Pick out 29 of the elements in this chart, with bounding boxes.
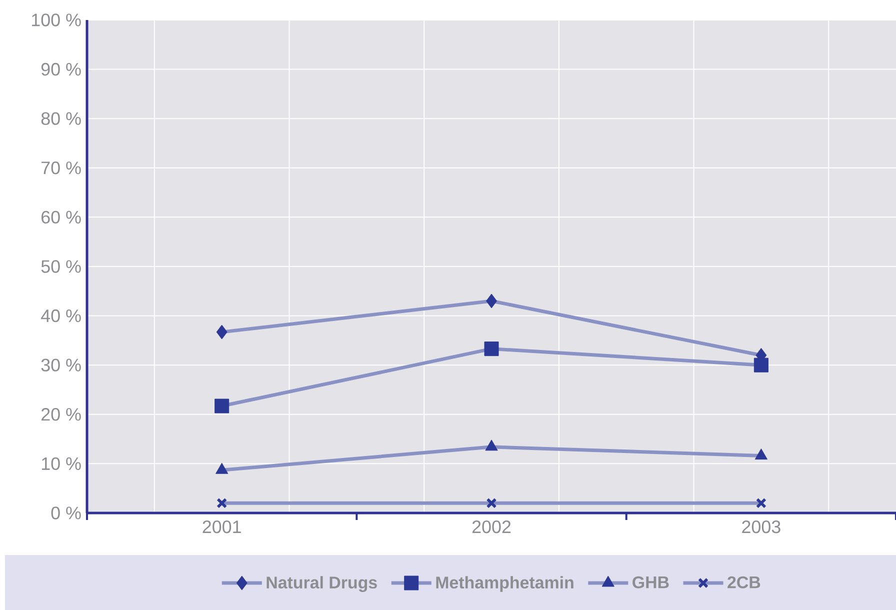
point [216,498,228,508]
point [756,498,766,508]
y-tick-label: 0 % [51,506,81,520]
y-tick-label: 40 % [41,309,81,322]
y-tick-label: 50 % [41,260,81,273]
point [484,342,499,356]
point [216,462,228,474]
point [754,358,768,372]
point [486,498,497,508]
y-tick-label: 30 % [41,358,81,372]
point [486,294,498,308]
point [754,448,768,460]
y-tick-label: 60 % [42,210,81,224]
y-tick-label: 100 % [32,14,81,26]
x-tick-label: 2002 [472,520,511,534]
point [214,398,230,414]
point [216,324,228,340]
y-tick-label: 70 % [42,162,81,174]
legend-label: Methamphetamin [436,576,574,592]
legend-label: GHB [632,576,669,588]
y-tick-label: 10 % [42,457,81,470]
y-tick-label: 80 % [41,112,81,125]
y-tick-label: 90 % [41,62,81,76]
legend-label: 2CB [728,576,760,588]
point [485,440,498,451]
legend-label: Natural Drugs [266,576,377,592]
x-tick-label: 2001 [202,520,241,534]
x-tick-label: 2003 [742,520,780,534]
y-tick-label: 20 % [42,408,81,421]
